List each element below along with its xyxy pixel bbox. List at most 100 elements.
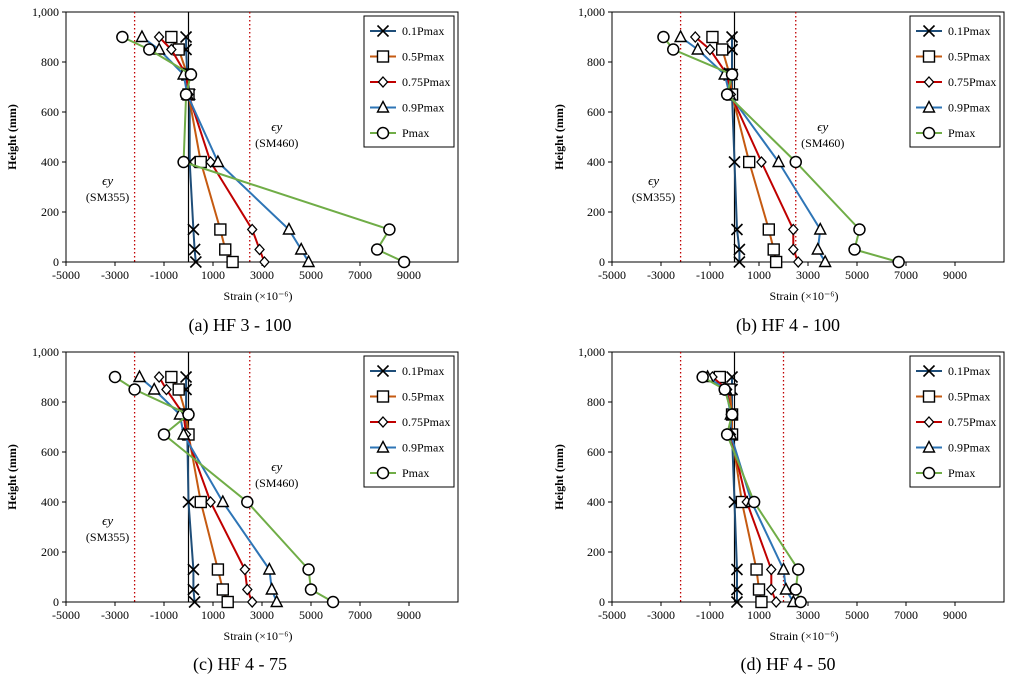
data-point [246, 596, 258, 608]
legend-label: 0.1Pmax [948, 364, 990, 378]
data-point [789, 583, 802, 596]
series-line [185, 37, 197, 263]
legend-label: 0.75Pmax [948, 75, 996, 89]
data-point [211, 563, 225, 576]
x-axis-label: Strain (×10⁻⁶) [770, 289, 839, 303]
legend-label: 0.5Pmax [948, 50, 990, 64]
legend-label: Pmax [948, 466, 975, 480]
legend-swatch-marker-b [922, 364, 936, 378]
series-Pmax [116, 30, 411, 269]
legend-label: 0.1Pmax [402, 24, 444, 38]
data-point [259, 256, 270, 268]
series-line [185, 377, 196, 603]
data-point [301, 254, 316, 268]
x-tick-label: 1000 [747, 608, 771, 622]
series-line [731, 37, 741, 262]
data-point [219, 243, 232, 256]
data-point [205, 496, 216, 508]
legend-swatch-marker [376, 439, 390, 453]
data-point [779, 581, 793, 595]
data-point [813, 221, 827, 235]
data-point [184, 68, 198, 81]
data-point [769, 255, 783, 269]
x-axis-label: Strain (×10⁻⁶) [770, 629, 839, 643]
data-point [135, 29, 149, 43]
data-point [302, 563, 315, 576]
data-point [689, 31, 701, 43]
y-axis-label: Height (mm) [5, 104, 19, 170]
data-point-b [725, 370, 739, 384]
y-tick-label: 600 [41, 105, 59, 119]
data-point [704, 43, 716, 56]
data-point [725, 68, 739, 81]
legend-swatch-marker-b [376, 24, 390, 38]
data-point [794, 595, 807, 609]
data-point [216, 583, 230, 596]
data-point [265, 581, 279, 595]
legend: 0.1Pmax 0.5Pmax 0.75Pmax 0.9Pmax Pmax [909, 355, 1001, 488]
legend-label: Pmax [402, 466, 429, 480]
data-point [370, 243, 384, 256]
legend-swatch-marker [923, 416, 935, 428]
data-point [165, 30, 178, 44]
y-tick-label: 0 [599, 255, 605, 269]
x-tick-label: 5000 [299, 608, 323, 622]
x-tick-label: -5000 [52, 608, 80, 622]
y-tick-label: 600 [587, 105, 605, 119]
data-point [716, 43, 729, 56]
data-point [161, 383, 172, 396]
data-point-b [189, 255, 202, 269]
data-point [157, 428, 171, 441]
data-point [128, 383, 141, 396]
panel-caption: (b) HF 4 - 100 [736, 315, 840, 336]
data-point [789, 155, 802, 169]
chart-panel-4: -5000 -3000 -1000 1000 3000 5000 7000 9000 0 200 4… [552, 345, 1005, 675]
series-0.75Pmax [153, 371, 258, 608]
yield-strain-symbol: ϵy [648, 173, 659, 188]
data-point [214, 223, 227, 236]
data-point [226, 255, 239, 269]
legend-swatch-marker [376, 466, 390, 480]
data-point [818, 254, 832, 268]
data-point [691, 41, 705, 55]
data-point-b [730, 223, 744, 236]
y-tick-label: 800 [587, 55, 605, 69]
data-point [108, 370, 122, 384]
yield-strain-label: (SM355) [86, 190, 129, 204]
data-point [776, 561, 791, 575]
data-point [718, 383, 731, 396]
legend-swatch-marker [922, 99, 936, 113]
legend-label: 0.5Pmax [402, 50, 444, 64]
data-point [239, 563, 251, 576]
data-point [147, 381, 161, 395]
x-tick-label: -5000 [598, 268, 626, 282]
x-tick-label: 9000 [397, 268, 421, 282]
data-point [216, 494, 230, 508]
panel-caption: (a) HF 3 - 100 [189, 315, 292, 336]
data-point [787, 223, 799, 236]
y-tick-label: 0 [53, 255, 59, 269]
legend-label: 0.9Pmax [402, 101, 444, 115]
x-tick-label: -3000 [647, 268, 675, 282]
y-tick-label: 600 [41, 445, 59, 459]
data-point [657, 30, 670, 44]
data-point-b [733, 255, 746, 269]
x-tick-label: 3000 [250, 268, 274, 282]
y-axis-label: Height (mm) [5, 444, 19, 510]
legend-swatch-marker [376, 99, 390, 113]
yield-strain-label: (SM355) [632, 190, 675, 204]
data-point [706, 30, 719, 44]
yield-strain-label: (SM460) [255, 136, 298, 150]
x-tick-label: -3000 [647, 608, 675, 622]
data-point-b [730, 563, 744, 576]
x-tick-label: -5000 [598, 608, 626, 622]
data-point [304, 583, 318, 596]
legend-label: Pmax [948, 126, 975, 140]
series-0.9Pmax [673, 29, 832, 268]
series-0.9Pmax [132, 369, 284, 608]
x-tick-label: -1000 [696, 268, 724, 282]
data-point [673, 29, 688, 43]
y-tick-label: 0 [599, 595, 605, 609]
data-point [176, 426, 191, 440]
